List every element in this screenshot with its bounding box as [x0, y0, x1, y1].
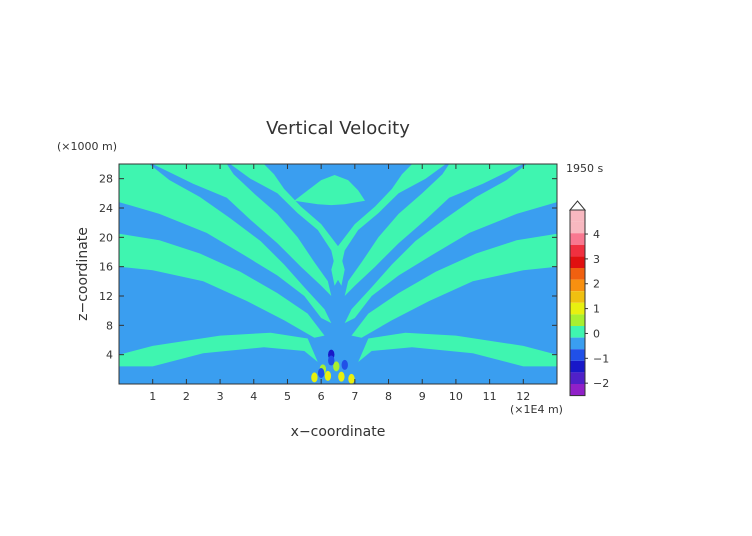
updraft-band [351, 233, 557, 338]
y-tick-label: 8 [106, 319, 113, 332]
colorbar: 4 3 2 1 0 −1 −2 [568, 200, 609, 397]
colorbar-swatch [570, 360, 585, 373]
colorbar-label: 1 [593, 303, 600, 316]
x-tick-label: 4 [250, 390, 257, 403]
x-tick-label: 5 [284, 390, 291, 403]
velocity-cell [348, 373, 355, 384]
y-axis-ticks: 4 8 12 16 20 24 28 [99, 173, 557, 362]
time-label: 1950 s [566, 162, 603, 175]
colorbar-label: 0 [593, 327, 600, 340]
colorbar-swatch [570, 314, 585, 326]
x-tick-label: 11 [483, 390, 497, 403]
velocity-cell [333, 361, 340, 372]
colorbar-swatch [570, 337, 585, 350]
colorbar-swatch [570, 372, 585, 384]
x-tick-label: 7 [351, 390, 358, 403]
y-tick-label: 4 [106, 349, 113, 362]
x-tick-label: 2 [183, 390, 190, 403]
colorbar-swatch [570, 326, 585, 338]
colorbar-label: 4 [593, 228, 600, 241]
velocity-cell [328, 355, 335, 366]
y-tick-label: 12 [99, 290, 113, 303]
x-axis-ticks: 1 2 3 4 5 6 7 8 9 10 11 12 [149, 164, 530, 403]
colorbar-swatch [570, 384, 585, 396]
x-tick-label: 12 [516, 390, 530, 403]
y-unit-label: (×1000 m) [57, 140, 117, 153]
y-tick-label: 16 [99, 261, 113, 274]
colorbar-frame [569, 209, 586, 397]
colorbar-label: −1 [593, 352, 609, 365]
y-tick-label: 20 [99, 231, 113, 244]
updraft-band [152, 164, 332, 296]
colorbar-swatch [570, 256, 585, 268]
plot-area [118, 163, 558, 385]
velocity-cell [341, 359, 348, 370]
colorbar-swatch [570, 349, 585, 361]
y-tick-label: 24 [99, 202, 113, 215]
colorbar-swatch [570, 291, 585, 303]
x-tick-label: 3 [217, 390, 224, 403]
x-tick-label: 10 [449, 390, 463, 403]
colorbar-swatch [570, 279, 585, 292]
colorbar-label: 3 [593, 253, 600, 266]
colorbar-swatch [570, 244, 585, 257]
updraft-band [119, 233, 325, 338]
colorbar-label: −2 [593, 377, 609, 390]
x-axis-label: x−coordinate [291, 424, 386, 440]
colorbar-label: 2 [593, 278, 600, 291]
velocity-cell [338, 371, 345, 382]
x-tick-label: 6 [318, 390, 325, 403]
updraft-band [344, 164, 557, 324]
x-tick-label: 8 [385, 390, 392, 403]
updraft-band [119, 164, 332, 324]
colorbar-arrow [568, 200, 587, 211]
updraft-band [358, 332, 557, 367]
plot-frame [118, 163, 558, 385]
x-tick-label: 1 [149, 390, 156, 403]
colorbar-swatch [570, 233, 585, 245]
y-tick-label: 28 [99, 173, 113, 186]
updraft-band [344, 164, 524, 296]
x-tick-label: 9 [419, 390, 426, 403]
colorbar-swatch [570, 221, 585, 234]
updraft-band [119, 332, 318, 367]
velocity-cell [324, 370, 332, 381]
colorbar-swatch [570, 268, 585, 280]
y-axis-label: z−coordinate [75, 227, 91, 321]
chart-title: Vertical Velocity [266, 118, 410, 139]
updraft-bands [119, 164, 557, 384]
x-unit-label: (×1E4 m) [510, 403, 563, 416]
colorbar-swatch [570, 210, 585, 222]
colorbar-swatch [570, 302, 585, 315]
updraft-band [294, 175, 365, 206]
velocity-cell [311, 372, 318, 383]
velocity-cell [317, 368, 325, 378]
